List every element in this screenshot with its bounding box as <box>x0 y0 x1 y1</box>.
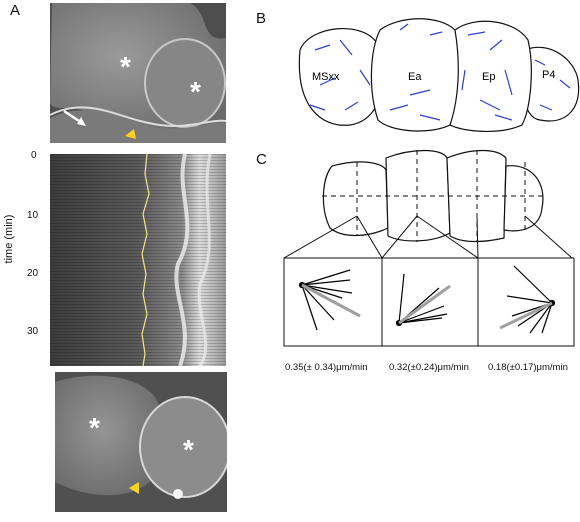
micrograph-top: * * <box>50 3 226 143</box>
mean-vector-3 <box>499 301 553 330</box>
speed-label-3: 0.18(±0.17)μm/min <box>488 362 568 373</box>
kymo-tick: 30 <box>27 326 39 337</box>
vector-bundle-1 <box>298 269 353 331</box>
micrograph-top-image <box>50 3 226 143</box>
mean-vector-2 <box>398 284 451 325</box>
kymo-tick: 10 <box>27 210 39 221</box>
speed-label-2: 0.32(±0.24)μm/min <box>389 362 469 373</box>
kymograph-image <box>50 154 226 366</box>
micrograph-bottom-image <box>55 372 227 512</box>
vector-bundle-3 <box>506 265 556 334</box>
kymograph <box>50 154 226 366</box>
yellow-arrowhead <box>125 129 136 139</box>
kymo-tick: 20 <box>27 268 39 279</box>
embryo-schematic-b: MSxx Ea Ep P4 <box>298 18 580 133</box>
panel-label-a: A <box>10 2 21 19</box>
cell-ep <box>449 20 532 133</box>
yellow-arrowhead <box>129 482 139 494</box>
cell-label-ep: Ep <box>482 71 495 83</box>
mean-vector-1 <box>301 283 361 318</box>
nucleus-star: * <box>190 76 201 107</box>
cell-label-msxx: MSxx <box>312 71 340 83</box>
kymograph-ylabel: time (min) <box>3 214 15 264</box>
embryo-schematic-c <box>283 149 575 347</box>
nucleus-star: * <box>120 51 131 82</box>
speed-label-1: 0.35(± 0.34)μm/min <box>285 362 368 373</box>
cell-label-ea: Ea <box>408 71 422 83</box>
kymo-tick: 0 <box>31 150 37 161</box>
panel-label-c: C <box>256 151 267 168</box>
displacement-vectors <box>309 23 571 121</box>
nucleus-star: * <box>89 412 100 443</box>
nucleus-star: * <box>183 434 194 465</box>
vector-box-3 <box>477 257 575 347</box>
micrograph-bottom: * * <box>55 372 227 512</box>
panel-label-b: B <box>256 10 267 27</box>
cell-label-p4: P4 <box>542 69 555 81</box>
